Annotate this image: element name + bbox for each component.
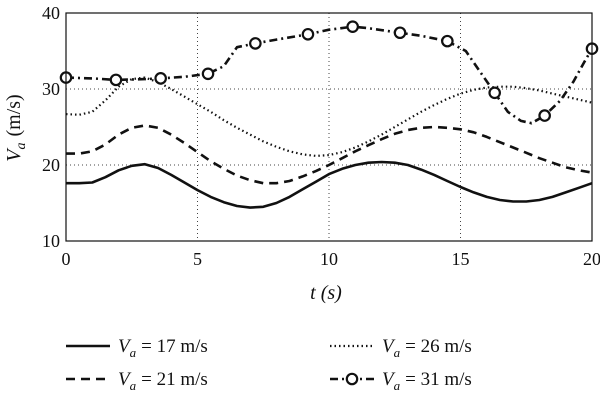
series-marker [249,37,262,50]
tick-labels: 0 5 10 15 20 10 20 30 40 [42,3,600,269]
legend-label: Va = 21 m/s [118,369,208,393]
legend-label: Va = 17 m/s [118,336,208,360]
x-tick-label: 20 [583,249,600,269]
legend-item: Va = 21 m/s [66,369,208,393]
series-marker [154,72,167,85]
x-tick-label: 5 [193,249,202,269]
series-marker [346,20,359,33]
legend-label: Va = 31 m/s [382,369,472,393]
y-tick-label: 30 [42,79,60,99]
x-tick-label: 10 [320,249,338,269]
y-tick-label: 10 [42,231,60,251]
legend-label: Va = 26 m/s [382,336,472,360]
series-line-4 [65,25,594,125]
series-marker [109,73,123,87]
y-axis-label: Va(m/s) [3,94,29,161]
series-line-1 [66,160,593,209]
legend-marker [345,372,359,386]
series-marker [201,67,215,81]
legend: Va = 17 m/s Va = 26 m/s Va = 21 m/s Va = 31 m/s [66,336,472,393]
series-marker [301,27,315,41]
y-tick-label: 40 [42,3,60,23]
grid [66,13,592,241]
plot-frame [65,12,593,242]
series-marker [488,86,501,100]
legend-item: Va = 31 m/s [330,369,472,393]
series-marker [393,26,407,40]
series-marker [441,34,454,48]
x-axis-label: t (s) [310,282,342,304]
y-tick-label: 20 [42,155,60,175]
x-tick-label: 0 [62,249,71,269]
legend-item: Va = 26 m/s [330,336,472,360]
series-line-2 [66,124,593,185]
x-tick-label: 15 [452,249,470,269]
legend-item: Va = 17 m/s [66,336,208,360]
series-marker [538,109,551,122]
